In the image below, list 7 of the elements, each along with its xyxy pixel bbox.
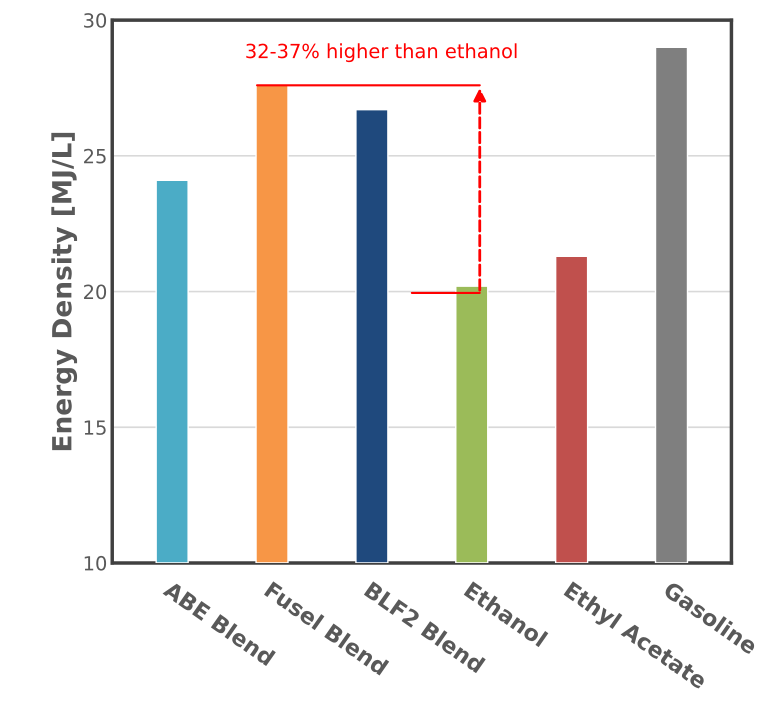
annotation: 32-37% higher than ethanol — [246, 43, 517, 62]
y-tick-label: 15 — [84, 420, 106, 435]
y-tick-label: 30 — [84, 13, 106, 28]
y-tick-label: 10 — [84, 556, 106, 571]
y-tick-label: 20 — [84, 284, 106, 300]
y-tick-label: 25 — [84, 148, 106, 164]
y-axis-title: Energy Density [MJ/L] — [51, 132, 78, 450]
